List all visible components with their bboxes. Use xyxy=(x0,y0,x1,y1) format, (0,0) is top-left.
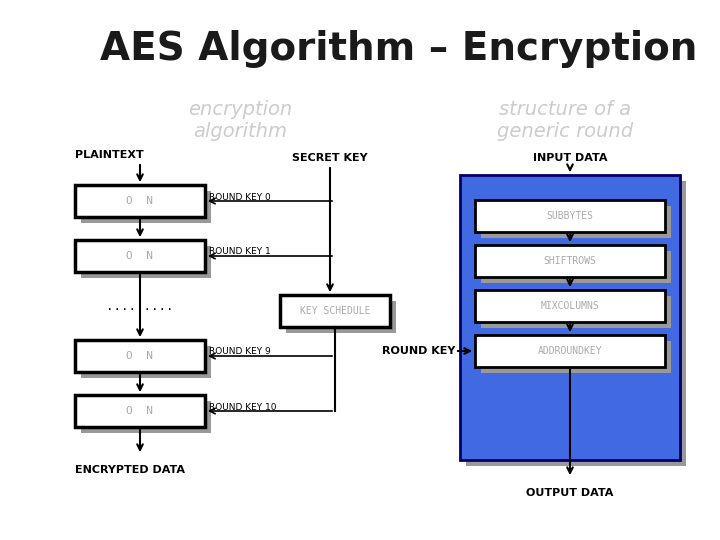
Text: encryption
algorithm: encryption algorithm xyxy=(188,100,292,141)
Bar xyxy=(75,240,205,272)
Bar xyxy=(75,395,205,427)
Text: .........: ......... xyxy=(107,300,174,313)
Bar xyxy=(475,290,665,322)
Text: O  N: O N xyxy=(127,251,153,261)
Bar xyxy=(481,206,671,238)
Text: SUBBYTES: SUBBYTES xyxy=(546,211,593,221)
Text: SHIFTROWS: SHIFTROWS xyxy=(544,256,596,266)
Text: ADDROUNDKEY: ADDROUNDKEY xyxy=(538,346,603,356)
Bar xyxy=(475,335,665,367)
Bar xyxy=(481,251,671,283)
Bar xyxy=(75,340,205,372)
Bar xyxy=(475,245,665,277)
Text: PLAINTEXT: PLAINTEXT xyxy=(75,150,144,160)
Text: structure of a
generic round: structure of a generic round xyxy=(497,100,633,141)
Text: SECRET KEY: SECRET KEY xyxy=(292,153,368,163)
Text: O  N: O N xyxy=(127,406,153,416)
Text: O  N: O N xyxy=(127,196,153,206)
Bar xyxy=(481,296,671,328)
Text: AES Algorithm – Encryption: AES Algorithm – Encryption xyxy=(100,30,698,68)
Text: ROUND KEY 0: ROUND KEY 0 xyxy=(209,192,271,201)
Text: ENCRYPTED DATA: ENCRYPTED DATA xyxy=(75,465,185,475)
Text: ROUND KEY 1: ROUND KEY 1 xyxy=(209,247,271,256)
Bar xyxy=(286,301,396,333)
Bar xyxy=(81,346,211,378)
Bar xyxy=(81,191,211,223)
Bar xyxy=(81,401,211,433)
Text: OUTPUT DATA: OUTPUT DATA xyxy=(526,488,613,498)
Bar xyxy=(280,295,390,327)
Text: INPUT DATA: INPUT DATA xyxy=(533,153,607,163)
Text: ROUND KEY 9: ROUND KEY 9 xyxy=(209,348,271,356)
Text: KEY SCHEDULE: KEY SCHEDULE xyxy=(300,306,370,316)
Bar xyxy=(460,175,680,460)
Bar xyxy=(466,181,686,466)
Text: ROUND KEY 10: ROUND KEY 10 xyxy=(209,402,276,411)
Text: ROUND KEY: ROUND KEY xyxy=(382,346,455,356)
Bar xyxy=(75,185,205,217)
Text: O  N: O N xyxy=(127,351,153,361)
Bar xyxy=(481,341,671,373)
Bar xyxy=(81,246,211,278)
Text: MIXCOLUMNS: MIXCOLUMNS xyxy=(541,301,599,311)
Bar xyxy=(475,200,665,232)
